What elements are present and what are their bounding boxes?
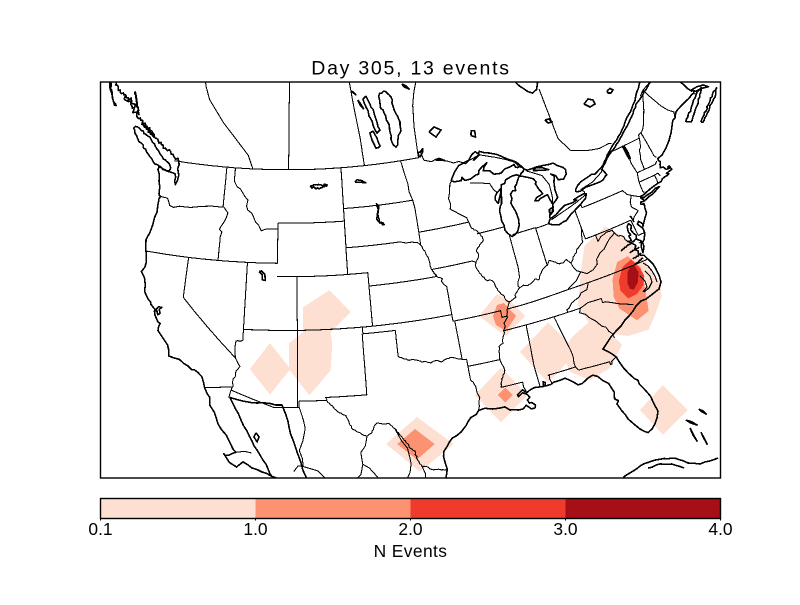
- svg-text:1.0: 1.0: [243, 519, 267, 539]
- svg-text:3.0: 3.0: [553, 519, 577, 539]
- svg-text:2.0: 2.0: [398, 519, 422, 539]
- svg-text:N Events: N Events: [374, 541, 448, 561]
- svg-text:4.0: 4.0: [708, 519, 732, 539]
- svg-text:0.1: 0.1: [88, 519, 112, 539]
- svg-text:Day 305, 13 events: Day 305, 13 events: [311, 58, 511, 80]
